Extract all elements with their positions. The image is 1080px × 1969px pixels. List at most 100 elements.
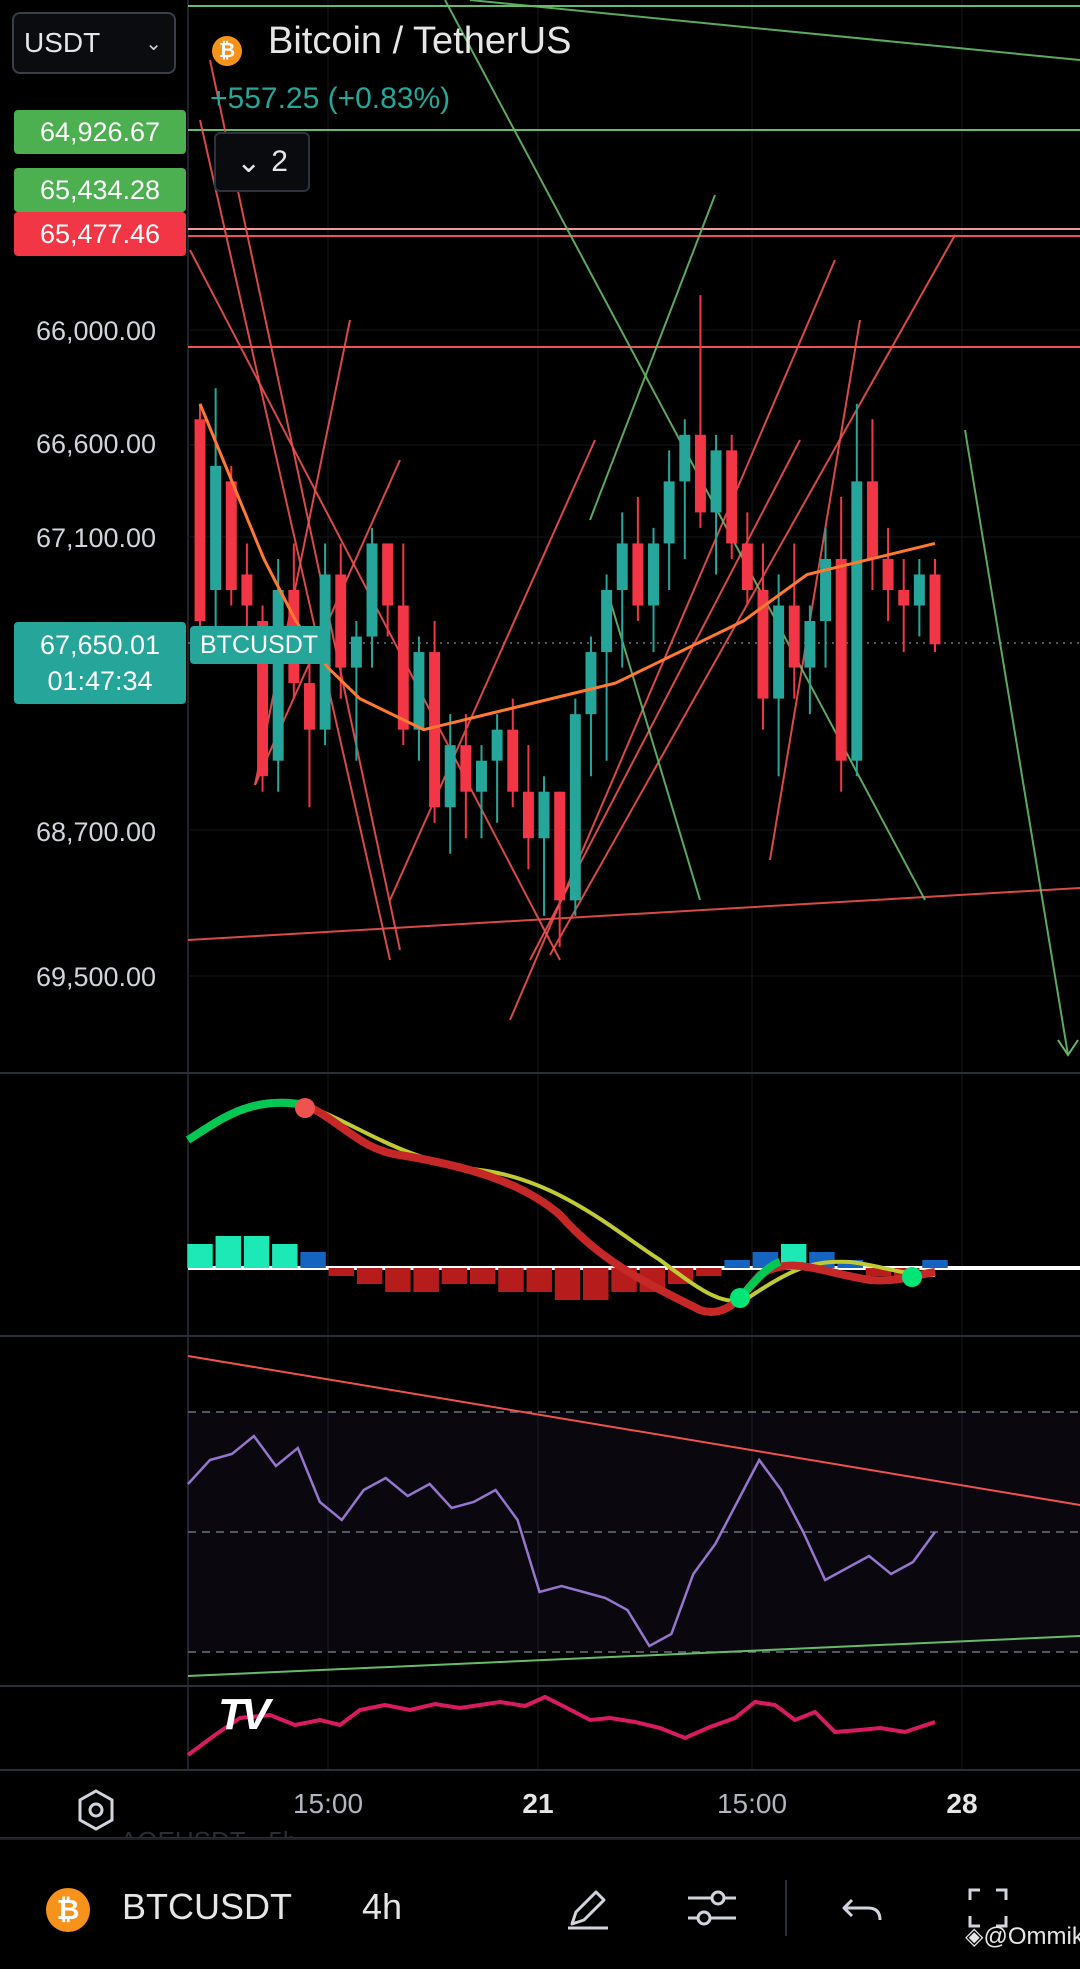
candle-body [429, 652, 441, 808]
macd-histogram-bar [243, 1236, 270, 1268]
candle [491, 714, 503, 823]
price-axis-label: 67,100.00 [35, 523, 157, 553]
candle-body [444, 745, 456, 808]
candle [225, 465, 237, 606]
price-axis-label: 66,000.00 [35, 316, 157, 346]
candle [741, 512, 753, 606]
candle-body [632, 543, 644, 606]
candle-body [241, 574, 253, 606]
candle-body [898, 590, 910, 606]
candle-body [757, 590, 769, 699]
candle [710, 434, 722, 575]
chevron-down-icon: ⌄ [236, 145, 262, 179]
candle [913, 558, 925, 637]
candle [882, 527, 894, 622]
candle-body [491, 729, 503, 761]
macd-histogram-bar [441, 1268, 468, 1284]
candle-body [569, 714, 581, 901]
time-axis-label: 28 [946, 1788, 978, 1819]
candle [350, 621, 362, 761]
candle [554, 791, 566, 947]
candle-body [413, 652, 425, 730]
macd-histogram-bar [526, 1268, 552, 1292]
candle-body [663, 481, 675, 544]
candle [679, 419, 691, 559]
price-axis-label: 69,500.00 [35, 962, 157, 992]
trendline [589, 194, 716, 521]
candle [476, 745, 487, 839]
settings-sliders-icon[interactable] [684, 1882, 740, 1934]
macd-histogram-bar [922, 1260, 948, 1268]
oscillator-line [186, 1694, 936, 1757]
undo-icon[interactable] [838, 1884, 886, 1932]
macd-histogram-bar [300, 1252, 326, 1268]
candle [694, 295, 706, 528]
candle [663, 450, 675, 590]
symbol-title[interactable]: Bitcoin / TetherUS [268, 20, 572, 62]
toolbar-divider [785, 1880, 787, 1936]
macd-histogram-bar [385, 1268, 411, 1292]
candle [601, 574, 613, 761]
macd-histogram-bar [498, 1268, 524, 1292]
candle [397, 543, 409, 746]
indicators-toggle-button[interactable]: ⌄ 2 [214, 132, 310, 192]
candle-body [460, 745, 472, 792]
candlestick-series [194, 295, 941, 947]
diamond-icon: ◈ [965, 1923, 984, 1950]
drawing-pen-icon[interactable] [562, 1882, 614, 1934]
macd-indicator [185, 1098, 1080, 1316]
candle-body [741, 543, 753, 590]
candle-body [257, 621, 269, 777]
candle-body [366, 543, 378, 637]
rsi-line [187, 1434, 937, 1648]
fullscreen-icon[interactable] [964, 1884, 1012, 1932]
currency-select[interactable]: USDT ⌄ [12, 12, 176, 74]
macd-line-bullish [185, 1098, 306, 1144]
candle [866, 419, 878, 590]
price-axis-label: 68,700.00 [35, 817, 157, 847]
candle-body [538, 791, 550, 839]
symbol-tag: BTCUSDT [190, 626, 329, 664]
macd-histogram-bar [413, 1268, 439, 1292]
candle [929, 558, 941, 653]
candle [538, 776, 550, 916]
chevron-down-icon: ⌄ [145, 32, 162, 55]
candle [820, 527, 832, 668]
currency-select-value: USDT [24, 27, 101, 58]
tradingview-logo: TV [218, 1690, 270, 1739]
interval-button[interactable]: 4h [362, 1886, 403, 1927]
candle-body [225, 481, 237, 590]
candle-body [616, 543, 628, 590]
candle-body [585, 652, 597, 715]
macd-cross-dot [295, 1098, 315, 1118]
bitcoin-icon[interactable]: ₿ [46, 1888, 90, 1932]
candle-body [726, 450, 738, 544]
candle-body [820, 558, 832, 622]
candle [569, 698, 581, 916]
candle [773, 574, 785, 777]
candle-body [210, 465, 222, 590]
trendline [254, 319, 351, 786]
price-tag-value: 64,926.67 [39, 116, 161, 147]
candle [726, 434, 738, 559]
candle-body [694, 434, 706, 513]
candle [335, 543, 347, 699]
candle-body [773, 605, 785, 699]
candle-body [679, 434, 691, 482]
candle [507, 698, 519, 808]
macd-cross-dot [902, 1267, 922, 1287]
trendline [199, 119, 391, 961]
candle-body [804, 621, 816, 668]
candle [210, 388, 222, 637]
candle [788, 543, 800, 699]
trendline [209, 59, 401, 951]
price-tag-green-1: 64,926.67 [14, 110, 186, 154]
symbol-button[interactable]: BTCUSDT [122, 1886, 292, 1927]
chart-settings-icon[interactable] [72, 1786, 120, 1834]
candle-body [788, 605, 800, 668]
current-price-label: 67,650.01 01:47:34 [14, 622, 186, 704]
macd-histogram-bar [696, 1268, 722, 1276]
candle-body [350, 636, 362, 668]
current-price-value: 67,650.01 [39, 630, 161, 660]
